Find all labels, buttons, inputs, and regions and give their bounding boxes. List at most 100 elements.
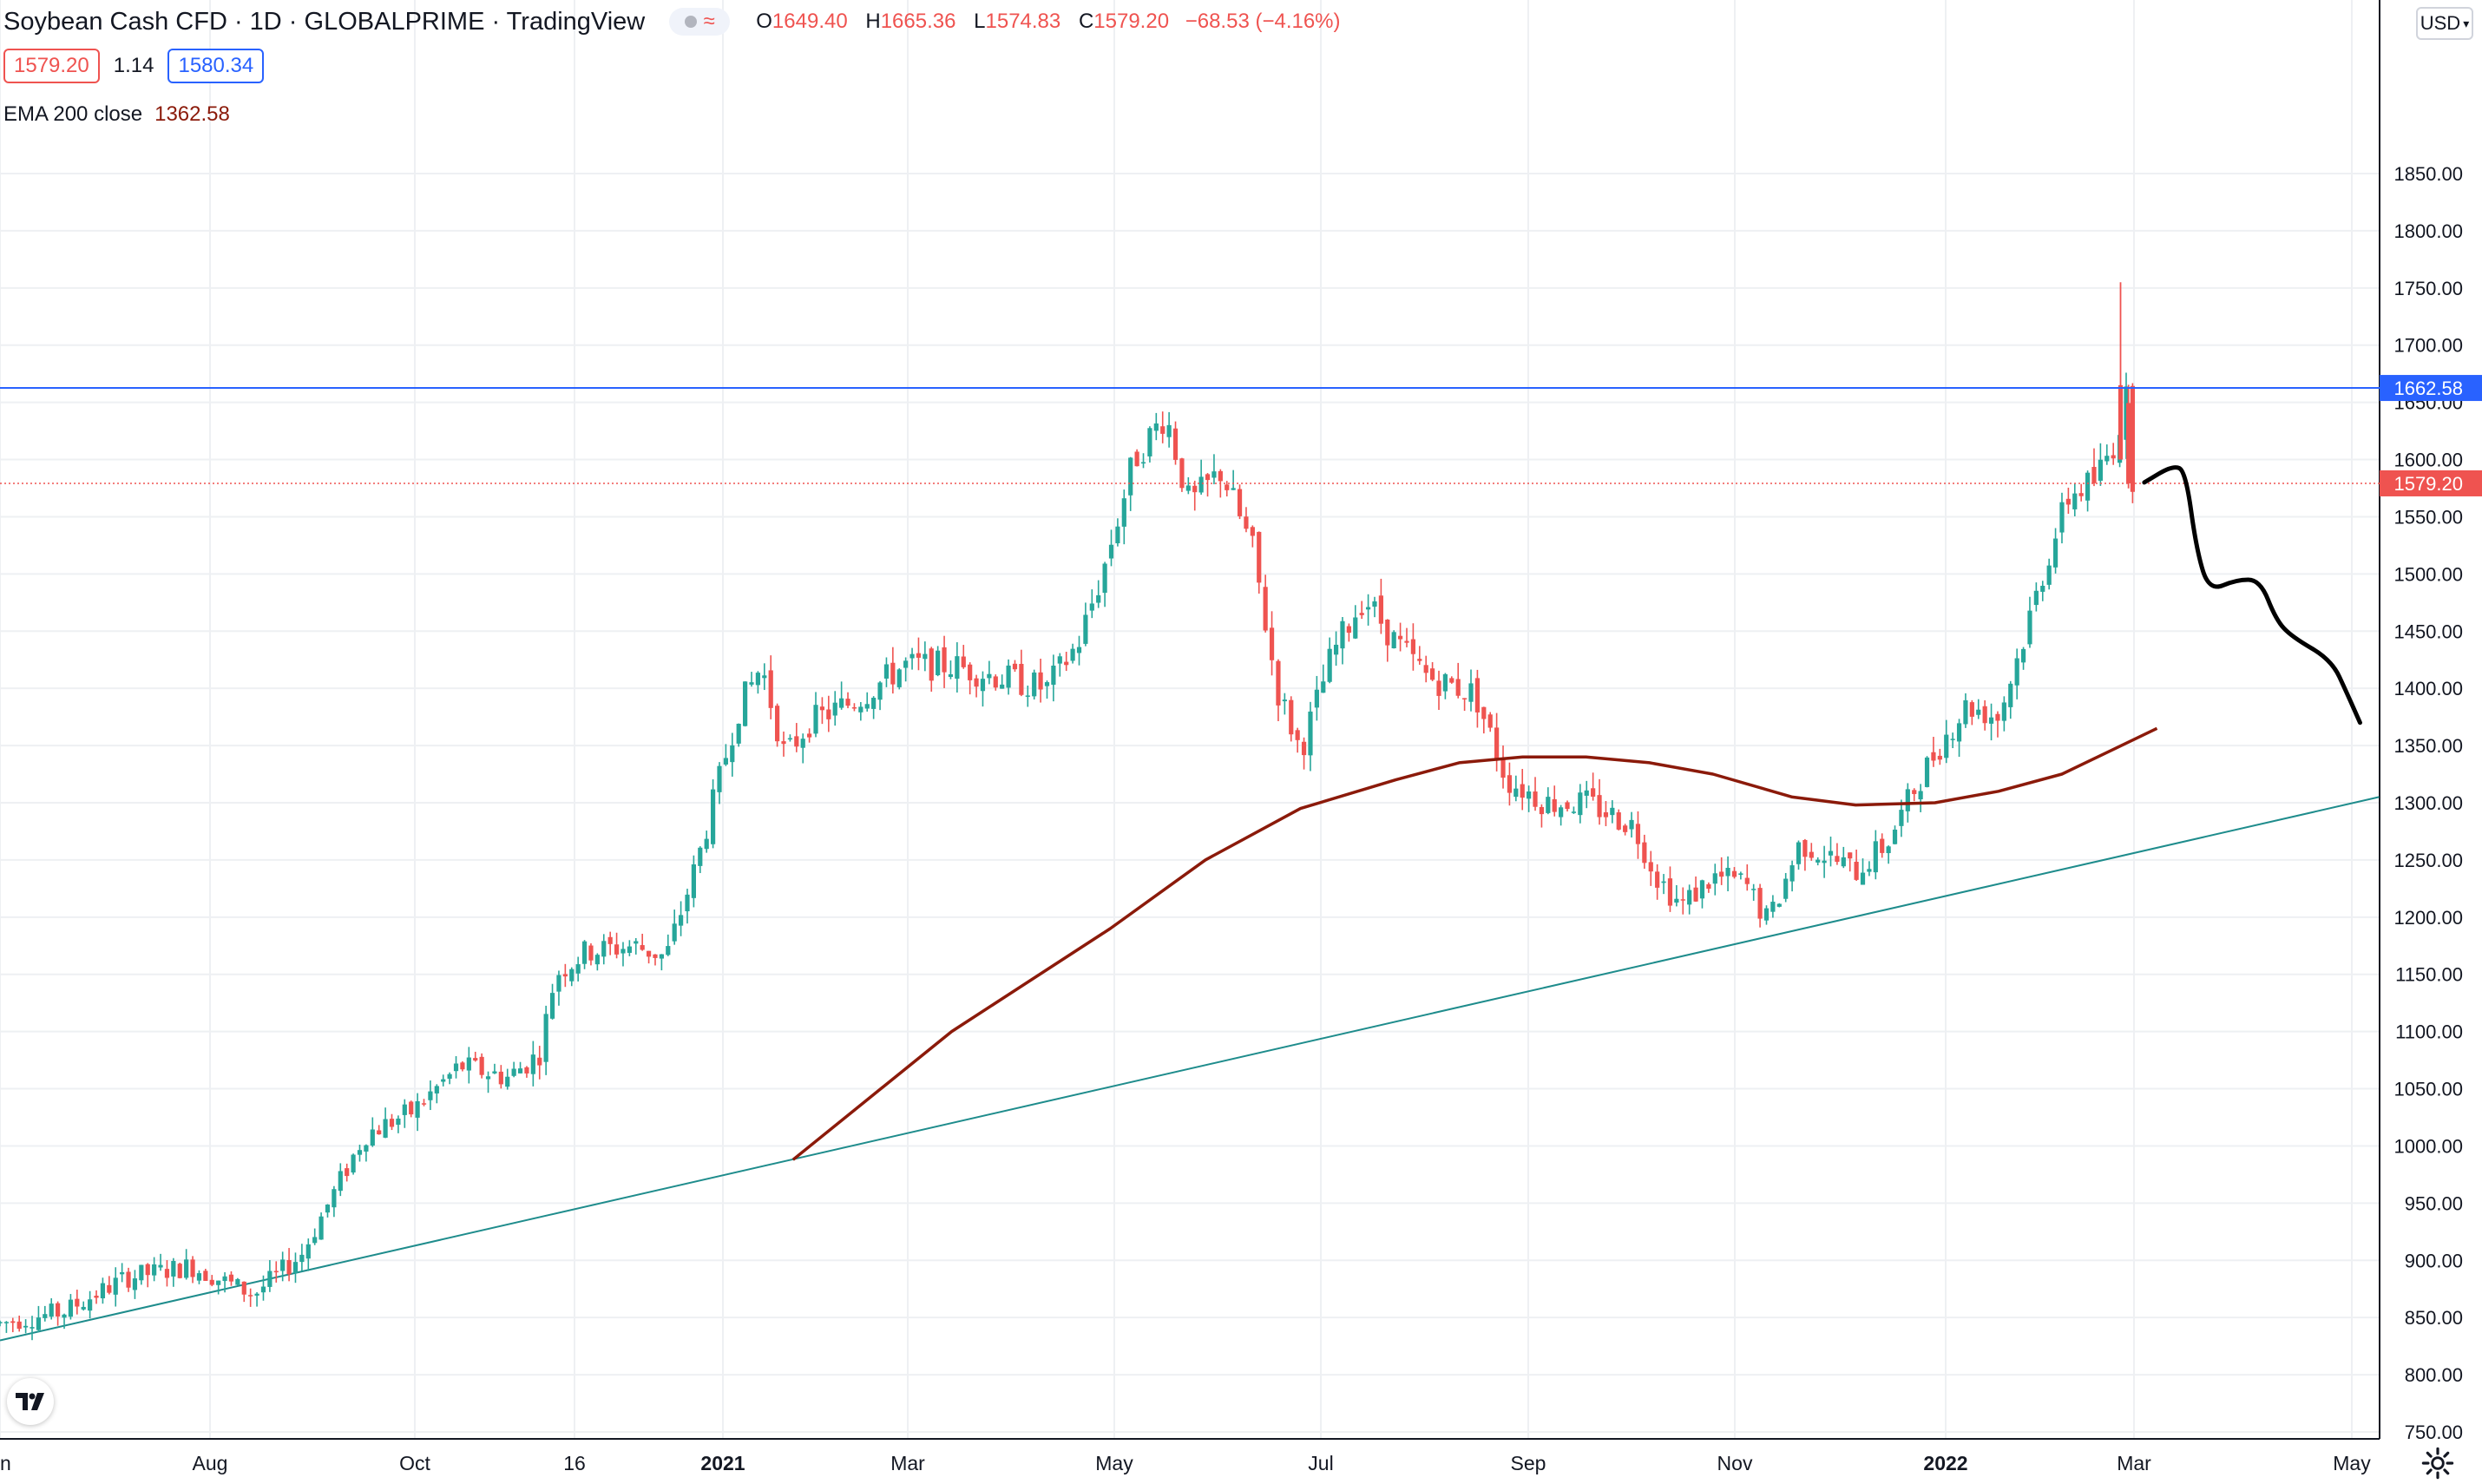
- currency-button[interactable]: USD ▾: [2416, 7, 2473, 40]
- y-tick-label: 1850.00: [2393, 163, 2463, 185]
- x-tick-label: May: [2333, 1452, 2371, 1474]
- candle-body: [1642, 842, 1647, 863]
- candle-body: [1816, 859, 1821, 863]
- candle-body: [273, 1271, 279, 1273]
- candle-body: [1185, 485, 1191, 491]
- candle-body: [2111, 455, 2116, 459]
- candle-body: [1378, 595, 1383, 624]
- symbol-title[interactable]: Soybean Cash CFD · 1D · GLOBALPRIME · Tr…: [3, 7, 646, 36]
- candle-body: [479, 1056, 484, 1075]
- candle-body: [30, 1327, 35, 1329]
- candle-body: [453, 1063, 459, 1072]
- candle-body: [1172, 428, 1179, 460]
- candle-body: [1969, 702, 1974, 717]
- status-badge[interactable]: ≈: [669, 8, 731, 36]
- candle-body: [1603, 812, 1609, 818]
- candle-body: [1353, 617, 1358, 639]
- candle-body: [1321, 681, 1326, 693]
- close-value: 1579.20: [1093, 10, 1170, 33]
- candle-body: [132, 1278, 138, 1290]
- level-price-label-text: 1662.58: [2393, 378, 2463, 399]
- candle-body: [800, 739, 805, 748]
- candle-body: [1828, 850, 1834, 856]
- y-tick-label: 1400.00: [2393, 678, 2463, 699]
- candle-body: [1436, 680, 1441, 696]
- x-tick-label: Jul: [1308, 1452, 1333, 1474]
- candle-body: [1546, 797, 1551, 813]
- candle-body: [955, 656, 960, 680]
- candle-body: [877, 682, 883, 700]
- candle-body: [1410, 639, 1415, 654]
- price-labels: 1662.58 1579.20: [2380, 375, 2482, 496]
- candle-body: [292, 1262, 299, 1273]
- y-tick-label: 1550.00: [2393, 506, 2463, 528]
- candle-body: [1025, 695, 1030, 697]
- candle-body: [1211, 471, 1217, 478]
- y-tick-label: 1200.00: [2393, 907, 2463, 929]
- x-tick-label: Sep: [1511, 1452, 1546, 1474]
- candle-body: [1757, 888, 1763, 919]
- candle-body: [145, 1264, 150, 1276]
- candle-body: [1809, 851, 1814, 858]
- candle-body: [3, 1322, 10, 1323]
- candle-body: [819, 706, 825, 711]
- candle-body: [88, 1299, 93, 1311]
- candle-body: [1231, 488, 1236, 490]
- candle-body: [717, 765, 722, 792]
- y-tick-label: 1750.00: [2393, 278, 2463, 299]
- candle-body: [126, 1271, 131, 1288]
- candle-body: [1841, 857, 1846, 867]
- candle-body: [332, 1189, 337, 1208]
- y-tick-label: 1600.00: [2393, 450, 2463, 471]
- y-tick-label: 1250.00: [2393, 850, 2463, 871]
- candle-body: [794, 736, 799, 747]
- y-tick-label: 1450.00: [2393, 621, 2463, 642]
- candle-body: [916, 653, 922, 658]
- candle-body: [883, 664, 890, 679]
- candle-body: [1725, 867, 1730, 877]
- candle-body: [1198, 476, 1204, 493]
- candle-body: [1289, 699, 1294, 735]
- candle-body: [389, 1119, 395, 1127]
- time-axis[interactable]: n Aug Oct 16 2021 Mar May Jul Sep Nov 2022 Mar May: [0, 1452, 2371, 1474]
- candle-body: [1899, 810, 1904, 826]
- candle-body: [370, 1129, 375, 1146]
- candle-body: [377, 1130, 382, 1135]
- candle-body: [1873, 841, 1878, 873]
- gear-icon[interactable]: [2421, 1447, 2454, 1480]
- ohlc-readout: O1649.40 H1665.36 L1574.83 C1579.20 −68.…: [756, 10, 1340, 34]
- candle-body: [1417, 659, 1422, 661]
- candle-body: [1308, 711, 1313, 756]
- buy-button[interactable]: 1580.34: [167, 49, 265, 83]
- candle-body: [1019, 663, 1024, 695]
- level-price-label: 1662.58: [2380, 375, 2482, 402]
- candle-body: [1623, 825, 1628, 832]
- candle-body: [588, 945, 594, 961]
- candle-body: [1006, 665, 1011, 688]
- candle-body: [222, 1276, 227, 1282]
- candle-body: [62, 1314, 67, 1318]
- x-tick-label: Mar: [2117, 1452, 2151, 1474]
- eye-dot-icon: [684, 16, 697, 28]
- candle-body: [755, 673, 761, 686]
- candle-body: [929, 648, 934, 681]
- candle-body: [152, 1264, 157, 1276]
- candle-body: [826, 709, 831, 719]
- y-tick-label: 950.00: [2405, 1192, 2463, 1214]
- candle-body: [241, 1281, 246, 1295]
- sell-button[interactable]: 1579.20: [3, 49, 100, 83]
- price-axis[interactable]: 1850.001800.001750.001700.001650.001600.…: [2393, 163, 2463, 1443]
- candle-body: [569, 969, 575, 982]
- candle-body: [537, 1057, 542, 1066]
- candle-body: [2078, 493, 2084, 496]
- candle-body: [890, 662, 896, 685]
- candle-body: [1257, 531, 1262, 583]
- candle-body: [299, 1254, 305, 1263]
- candle-body: [1571, 811, 1577, 813]
- candle-body: [2118, 384, 2124, 460]
- candle-body: [164, 1269, 170, 1278]
- indicator-legend[interactable]: EMA 200 close 1362.58: [3, 102, 230, 127]
- tradingview-logo-icon[interactable]: [7, 1378, 54, 1425]
